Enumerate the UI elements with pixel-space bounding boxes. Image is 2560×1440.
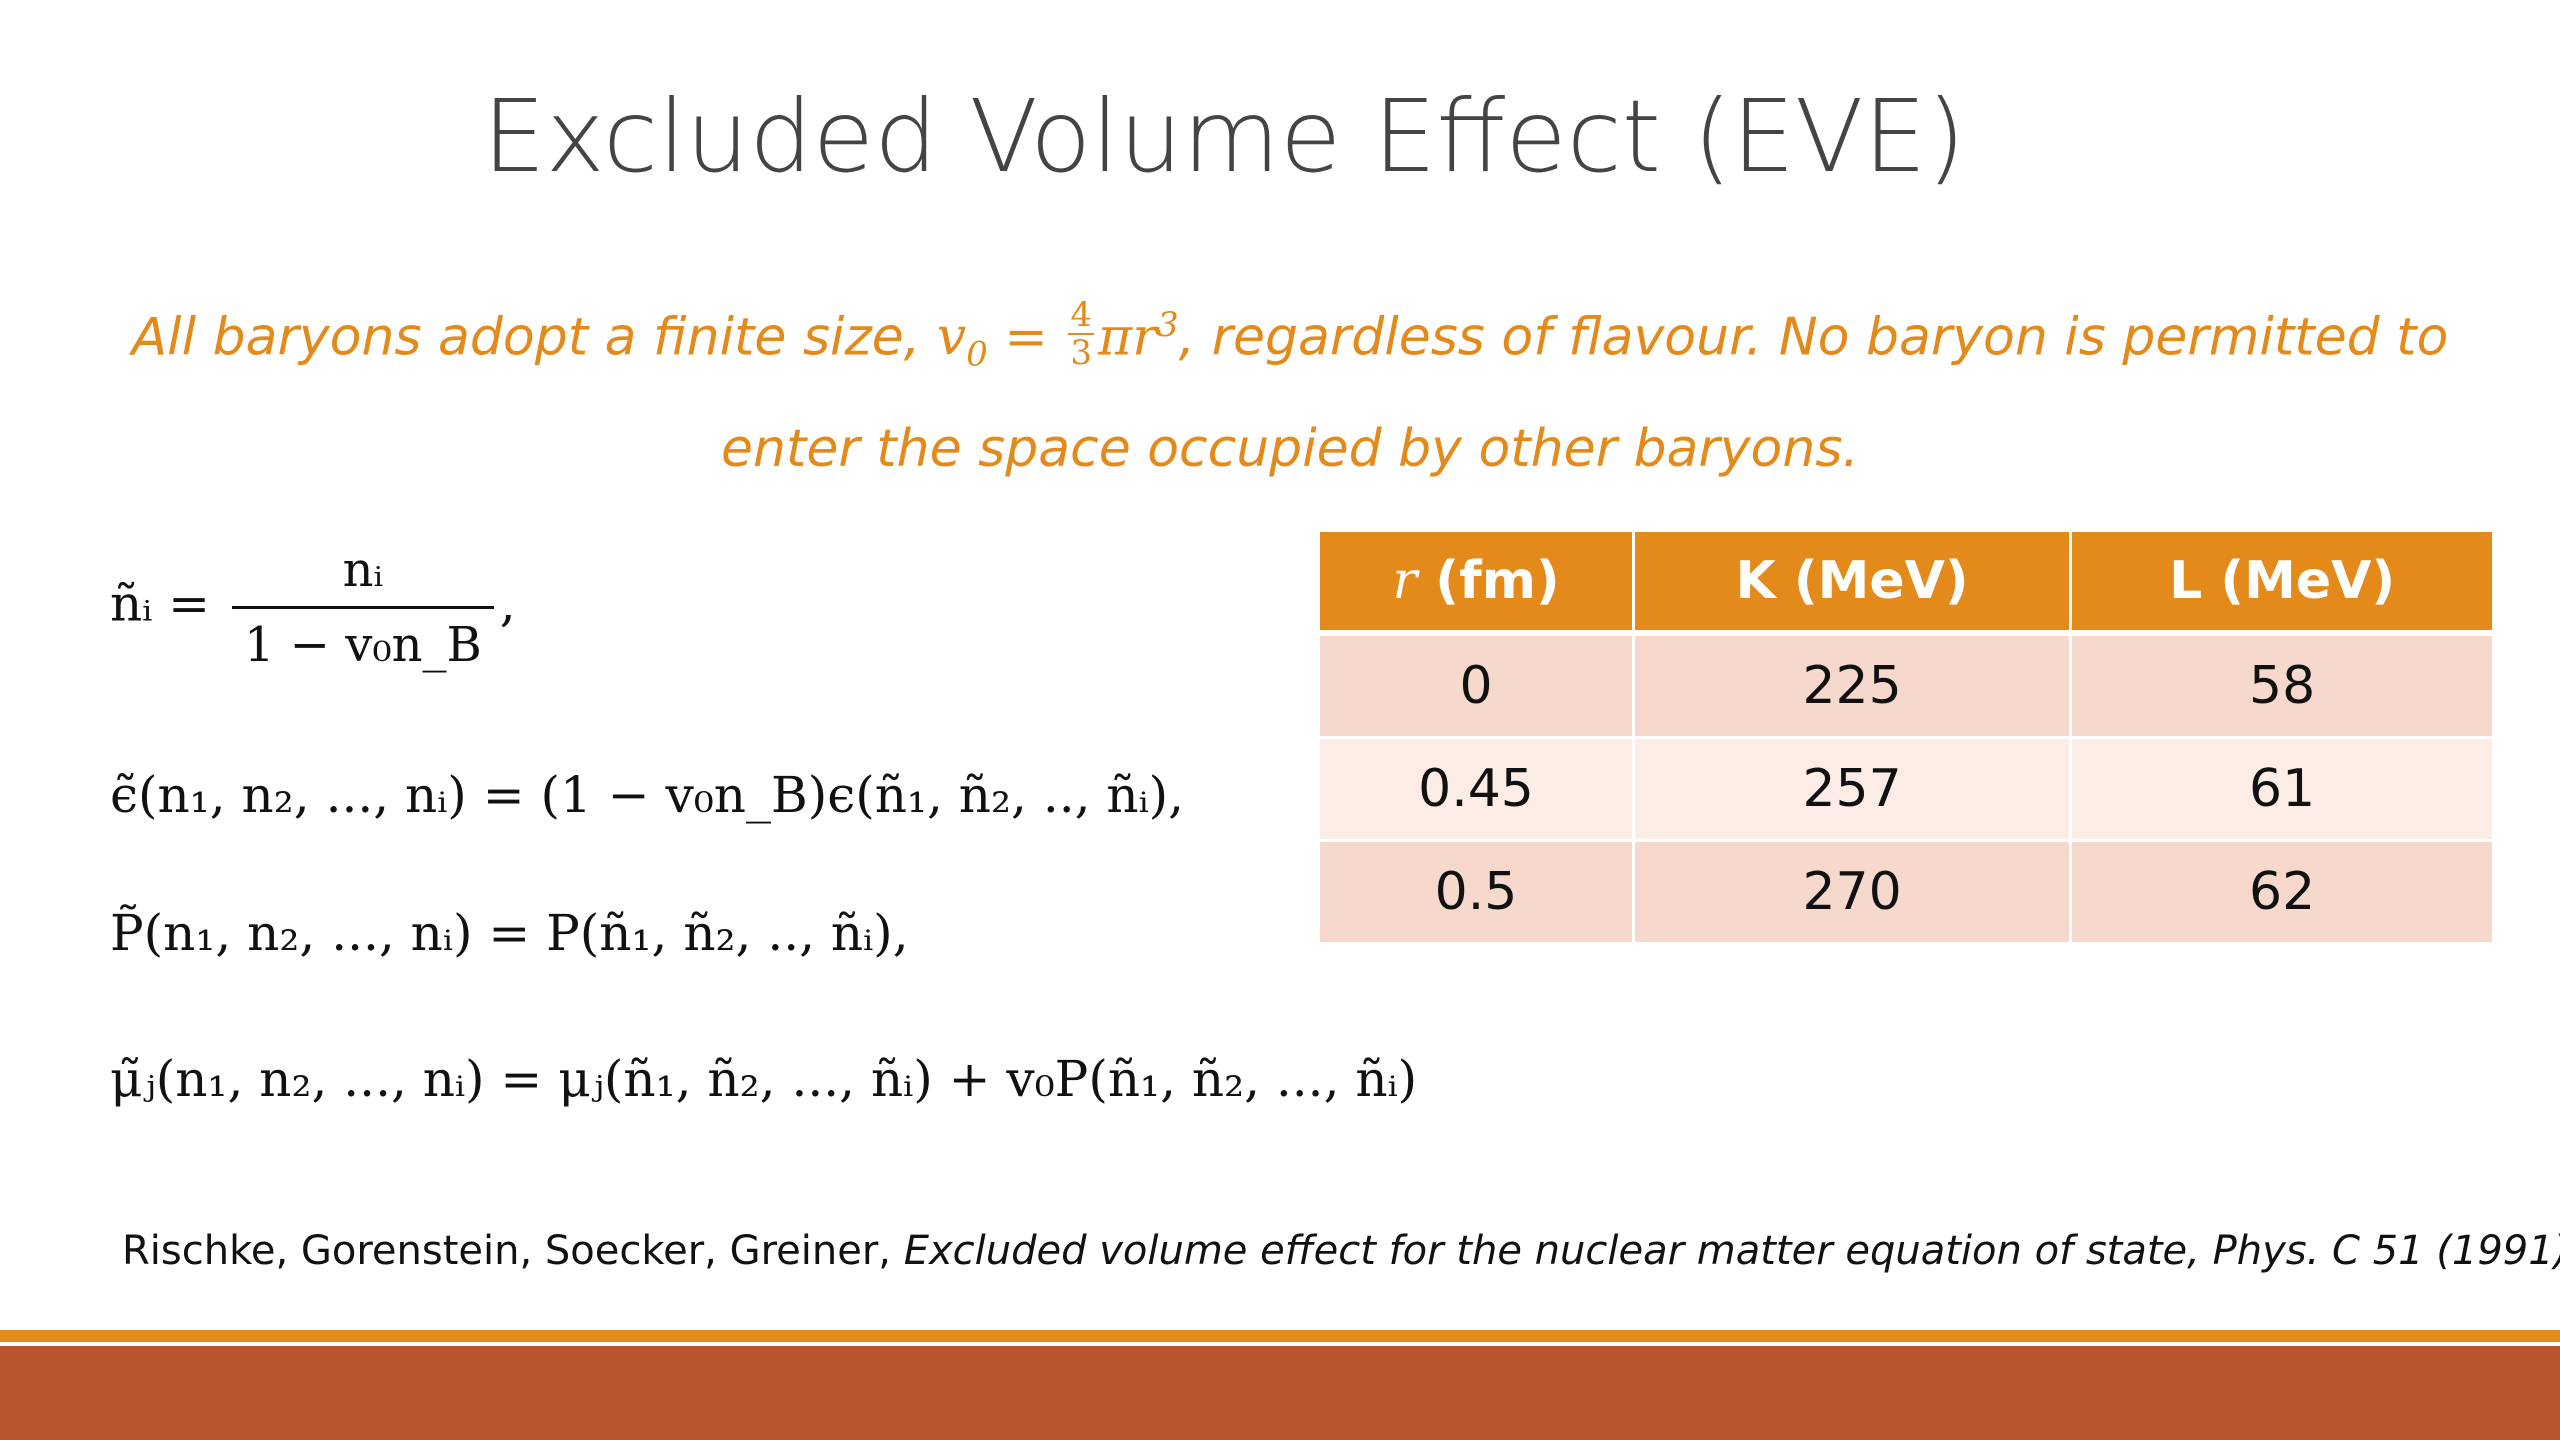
intro-fraction-denominator: 3 (1070, 333, 1093, 374)
header-k: K (MeV) (1633, 532, 2073, 636)
header-radius: r (fm) (1320, 532, 1636, 636)
cell-k: 225 (1633, 633, 2073, 739)
intro-r-exponent: 3 (1157, 305, 1179, 344)
intro-pi-r: πr (1098, 307, 1158, 368)
intro-fraction-numerator: 4 (1068, 295, 1095, 336)
slide-title: Excluded Volume Effect (EVE) (482, 78, 1966, 195)
intro-v: v (936, 307, 967, 368)
cell-k: 270 (1633, 840, 2073, 945)
equation-density: ñᵢ = nᵢ 1 − v₀n_B, (110, 540, 516, 675)
equation-density-fraction: nᵢ 1 − v₀n_B (231, 540, 494, 675)
intro-line2: enter the space occupied by other baryon… (721, 418, 1859, 479)
intro-line1-prefix: All baryons adopt a finite size, (131, 307, 937, 368)
table-row: 0.45 257 61 (1320, 737, 2492, 842)
cell-k: 257 (1633, 737, 2073, 842)
cell-l: 62 (2070, 840, 2492, 945)
footer-accent-line (0, 1330, 2560, 1342)
cell-l: 61 (2070, 737, 2492, 842)
reference-authors: Rischke, Gorenstein, Soecker, Greiner, (122, 1228, 904, 1274)
intro-v-subscript: 0 (966, 334, 988, 374)
equation-energy: ϵ̃(n₁, n₂, ..., nᵢ) = (1 − v₀n_B)ϵ(ñ₁, ñ… (110, 766, 1185, 824)
footer-bar (0, 1346, 2560, 1440)
header-l: L (MeV) (2070, 532, 2492, 636)
equation-chemical-potential: μ̃ⱼ(n₁, n₂, ..., nᵢ) = μⱼ(ñ₁, ñ₂, ..., ñ… (110, 1050, 1418, 1108)
reference-citation: Rischke, Gorenstein, Soecker, Greiner, E… (122, 1228, 2560, 1274)
cell-l: 58 (2070, 633, 2492, 739)
cell-radius: 0 (1320, 633, 1636, 739)
cell-radius: 0.5 (1320, 840, 1636, 945)
cell-radius: 0.45 (1320, 737, 1636, 842)
table-row: 0 225 58 (1320, 633, 2492, 739)
equation-density-numerator: nᵢ (231, 540, 494, 609)
header-radius-unit: (fm) (1417, 551, 1560, 611)
equation-density-tail: , (499, 574, 516, 633)
intro-equals: = (987, 307, 1065, 368)
parameter-table: r (fm) K (MeV) L (MeV) 0 225 58 0.45 257… (1320, 532, 2492, 945)
parameter-table-container: r (fm) K (MeV) L (MeV) 0 225 58 0.45 257… (1320, 532, 2492, 945)
reference-title-journal: Excluded volume effect for the nuclear m… (903, 1228, 2560, 1274)
header-radius-symbol: r (1392, 551, 1418, 611)
intro-line1-suffix: , regardless of flavour. No baryon is pe… (1178, 307, 2449, 368)
equation-density-lhs: ñᵢ = (110, 574, 226, 633)
table-row: 0.5 270 62 (1320, 840, 2492, 945)
equation-density-denominator: 1 − v₀n_B (243, 617, 482, 673)
intro-v-symbol: v0 (936, 307, 988, 373)
table-header-row: r (fm) K (MeV) L (MeV) (1320, 532, 2492, 636)
equation-pressure: P̃(n₁, n₂, ..., nᵢ) = P(ñ₁, ñ₂, .., ñᵢ), (110, 904, 909, 962)
